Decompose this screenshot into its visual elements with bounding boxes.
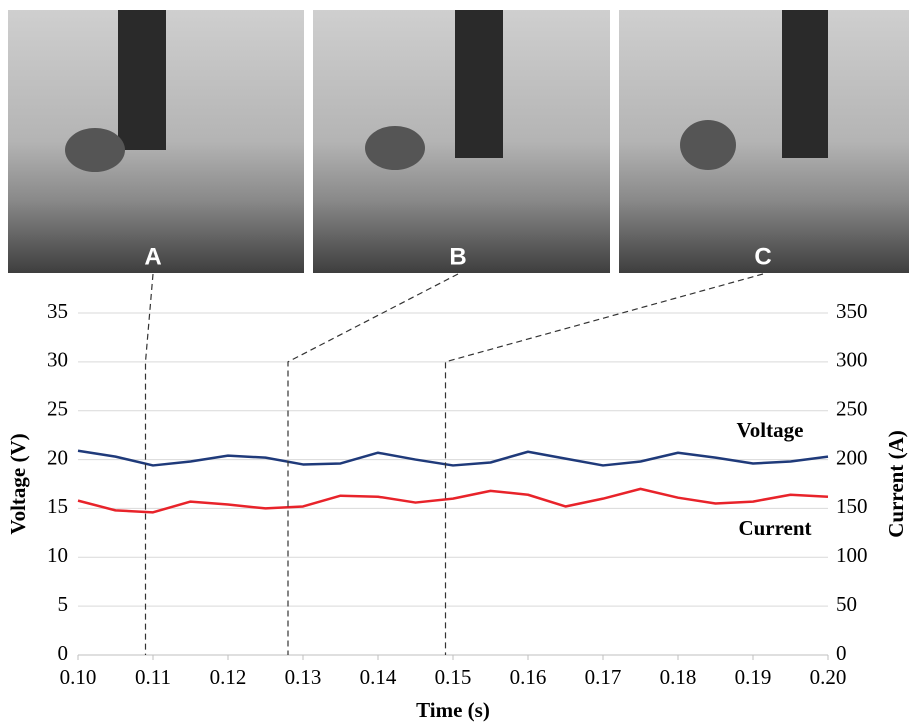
y2-tick-label: 100 xyxy=(836,543,868,567)
x-tick-label: 0.17 xyxy=(585,665,622,689)
droplet xyxy=(680,120,736,170)
x-tick-label: 0.12 xyxy=(210,665,247,689)
y-tick-label: 10 xyxy=(47,543,68,567)
x-tick-label: 0.15 xyxy=(435,665,472,689)
annotation-line xyxy=(444,273,764,655)
y2-tick-label: 200 xyxy=(836,445,868,469)
series-label: Voltage xyxy=(737,418,804,442)
x-tick-label: 0.20 xyxy=(810,665,847,689)
y2-tick-label: 350 xyxy=(836,299,868,323)
x-axis-title: Time (s) xyxy=(416,698,490,722)
y2-tick-label: 50 xyxy=(836,592,857,616)
photo xyxy=(619,10,909,273)
y-tick-label: 35 xyxy=(47,299,68,323)
y2-tick-label: 0 xyxy=(836,641,847,665)
photo-label: A xyxy=(144,243,161,270)
y-tick-label: 30 xyxy=(47,348,68,372)
series-label: Current xyxy=(738,516,811,540)
series-line xyxy=(77,487,829,514)
droplet xyxy=(365,126,425,170)
electrode xyxy=(118,10,166,150)
annotation-line xyxy=(144,273,154,655)
y2-axis-title: Current (A) xyxy=(884,430,908,538)
x-tick-label: 0.14 xyxy=(360,665,397,689)
y2-tick-label: 250 xyxy=(836,397,868,421)
y-tick-label: 20 xyxy=(47,445,68,469)
x-tick-label: 0.16 xyxy=(510,665,547,689)
y-tick-label: 0 xyxy=(58,641,69,665)
y-tick-label: 25 xyxy=(47,397,68,421)
photos xyxy=(8,10,909,273)
photo-label: B xyxy=(449,243,466,270)
y-tick-label: 15 xyxy=(47,494,68,518)
droplet xyxy=(65,128,125,172)
y2-tick-label: 150 xyxy=(836,494,868,518)
x-tick-label: 0.11 xyxy=(135,665,171,689)
y-axis-title: Voltage (V) xyxy=(6,433,30,534)
x-tick-label: 0.10 xyxy=(60,665,97,689)
electrode xyxy=(782,10,828,158)
annotation-line xyxy=(287,273,459,655)
x-tick-label: 0.19 xyxy=(735,665,772,689)
x-tick-label: 0.13 xyxy=(285,665,322,689)
y-tick-label: 5 xyxy=(58,592,69,616)
photo-label: C xyxy=(754,243,771,270)
y2-tick-label: 300 xyxy=(836,348,868,372)
electrode xyxy=(455,10,503,158)
x-tick-label: 0.18 xyxy=(660,665,697,689)
series-line xyxy=(77,449,829,467)
